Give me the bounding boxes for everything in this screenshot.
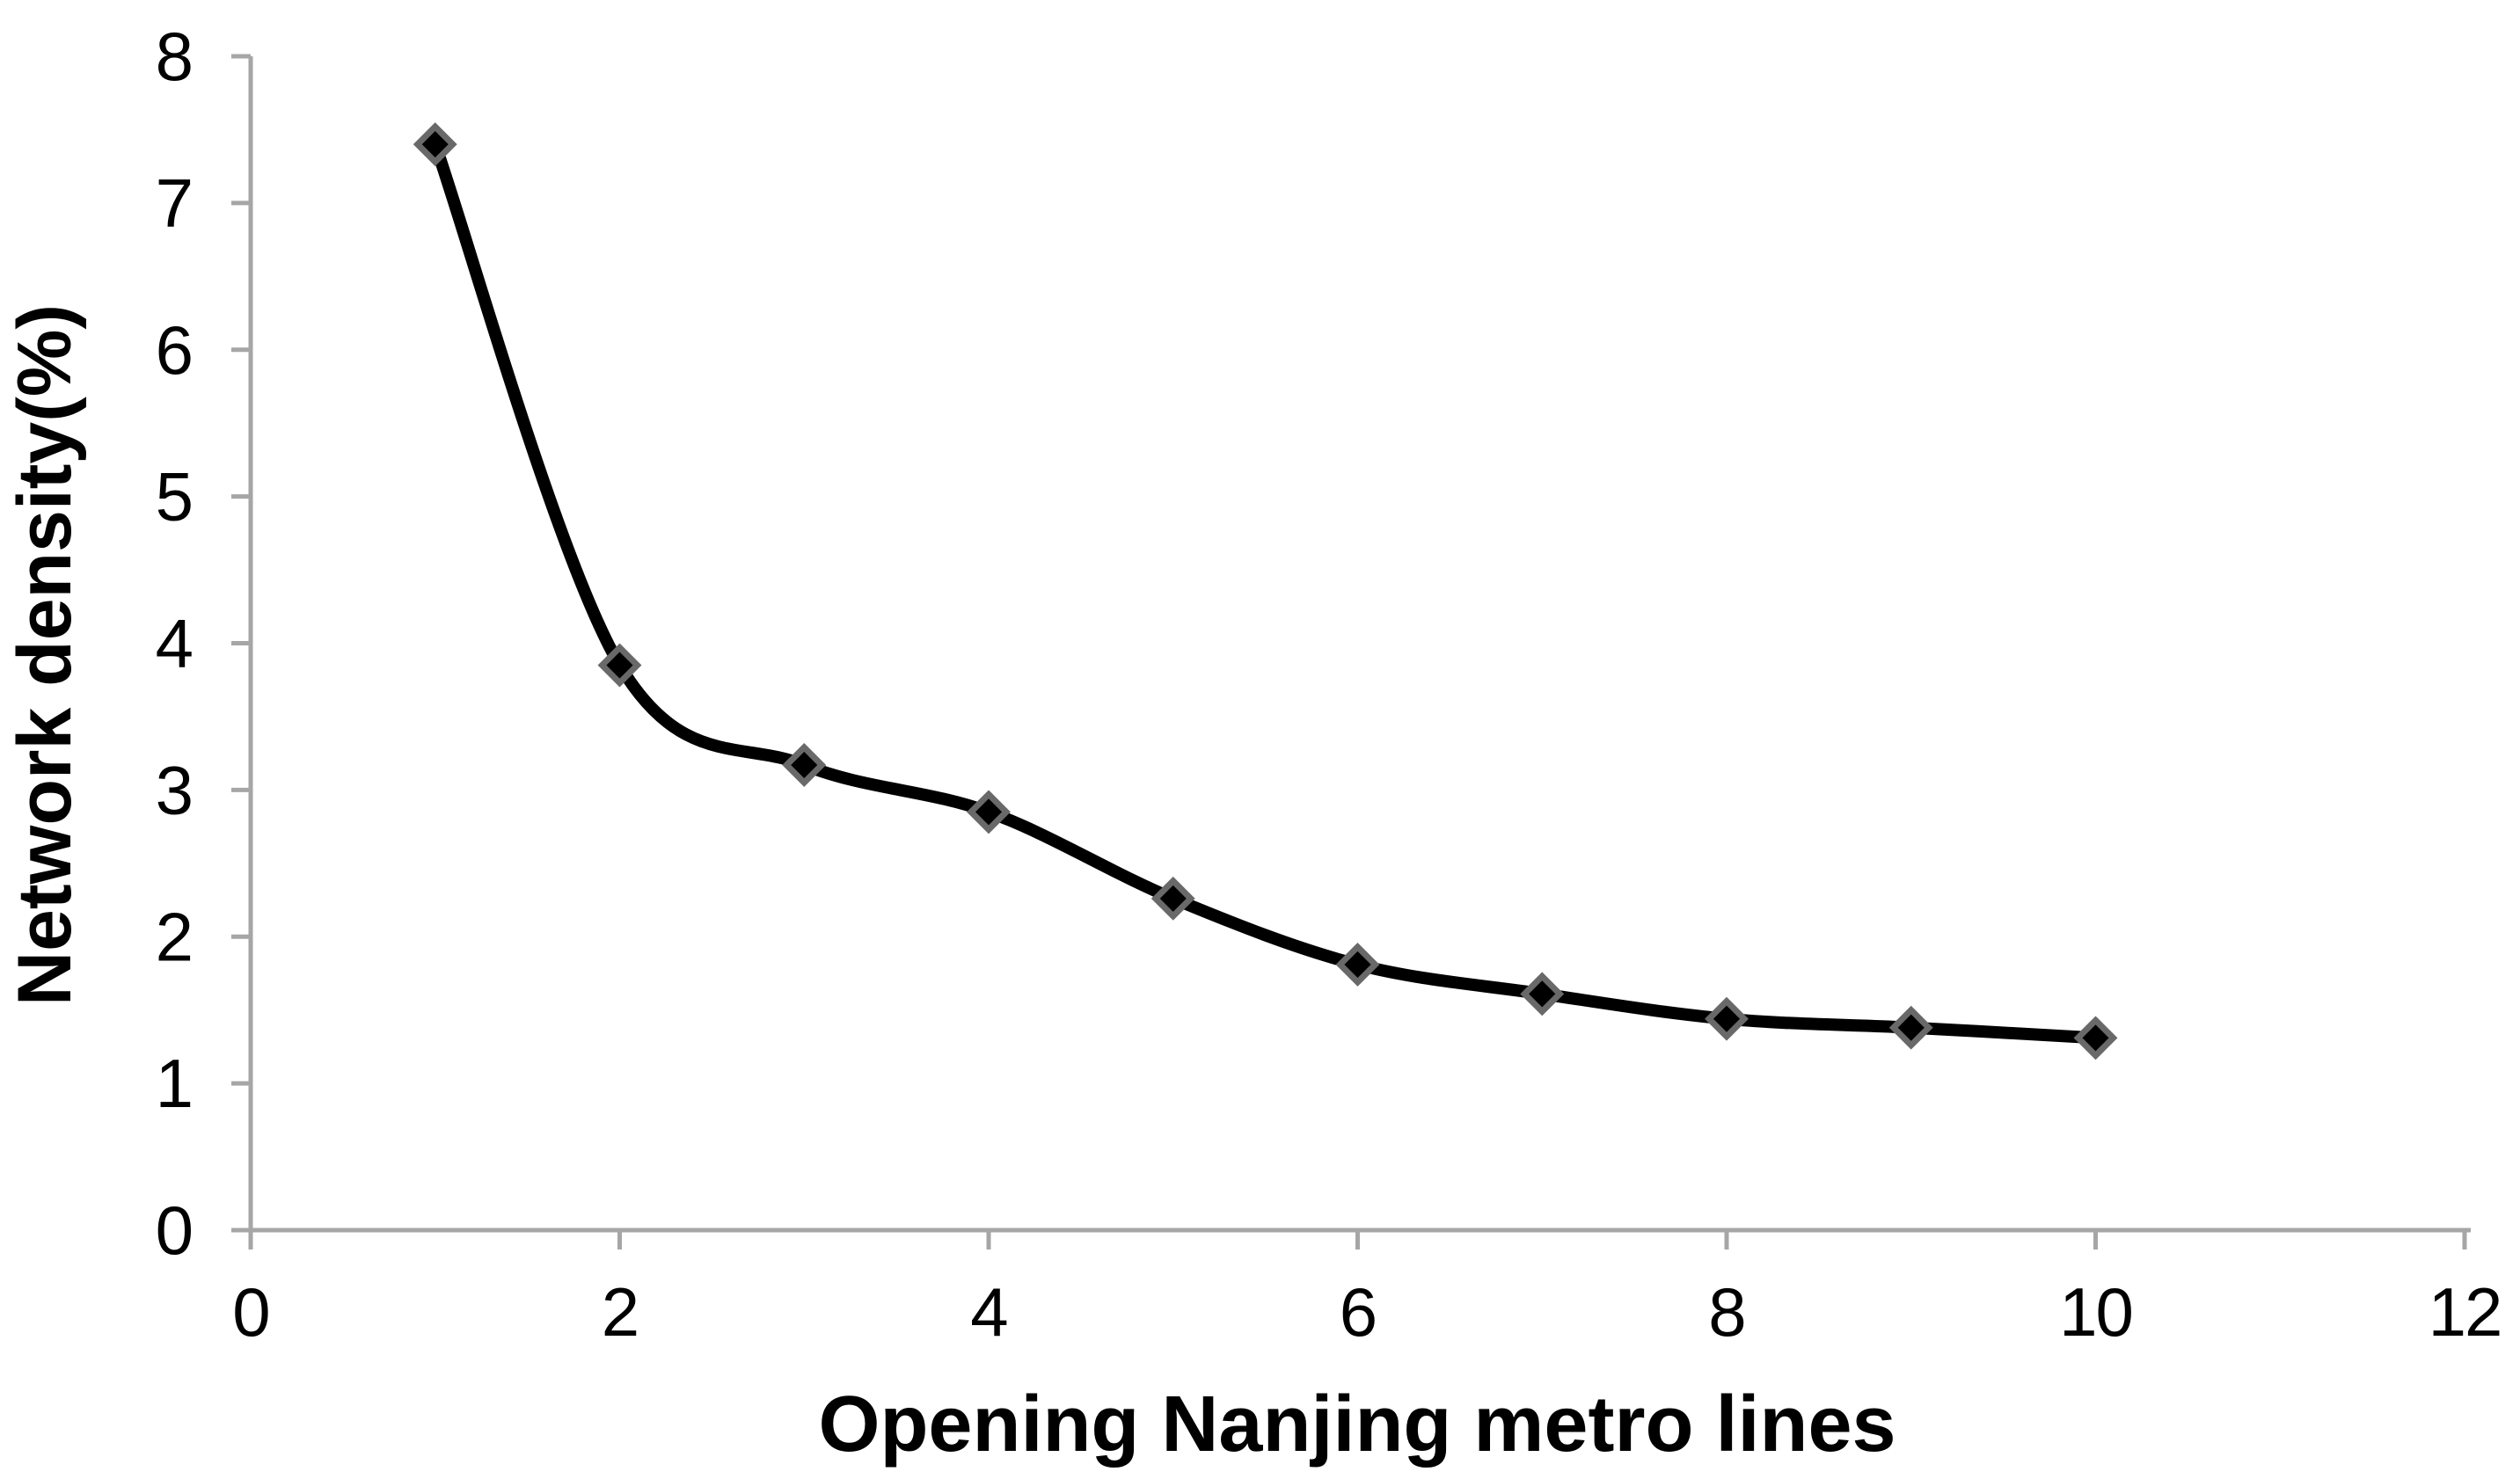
x-tick-label: 6 <box>1340 1273 1376 1351</box>
y-tick-label: 1 <box>156 1045 192 1122</box>
data-point-marker <box>782 743 827 787</box>
y-tick-label: 5 <box>156 458 192 536</box>
data-point-marker <box>1705 996 1749 1041</box>
data-point-marker <box>967 790 1011 834</box>
series-layer <box>413 122 2118 1060</box>
x-tick-label: 8 <box>1708 1273 1744 1351</box>
data-point-marker <box>1888 1005 1933 1050</box>
x-tick-label: 12 <box>2429 1273 2502 1351</box>
y-axis-title: Network density(%) <box>3 304 87 1006</box>
y-tick-label: 2 <box>156 898 192 975</box>
data-point-marker <box>413 122 457 167</box>
y-tick-label: 6 <box>156 311 192 389</box>
x-tick-label: 2 <box>602 1273 638 1351</box>
x-tick-label: 4 <box>970 1273 1007 1351</box>
data-point-marker <box>2073 1016 2118 1060</box>
series-line <box>428 138 2102 1045</box>
y-tick-label: 4 <box>156 605 193 682</box>
data-point-marker <box>597 643 642 688</box>
y-tick-label: 7 <box>156 164 192 242</box>
x-tick-label: 0 <box>232 1273 268 1351</box>
x-axis-title: Opening Nanjing metro lines <box>818 1381 1895 1468</box>
data-point-marker <box>1520 972 1565 1016</box>
x-tick-label: 10 <box>2059 1273 2132 1351</box>
y-tick-label: 3 <box>156 751 192 828</box>
data-point-marker <box>1335 943 1380 987</box>
y-tick-label: 0 <box>156 1191 192 1269</box>
data-point-marker <box>1150 876 1195 921</box>
y-tick-label: 8 <box>156 18 192 95</box>
